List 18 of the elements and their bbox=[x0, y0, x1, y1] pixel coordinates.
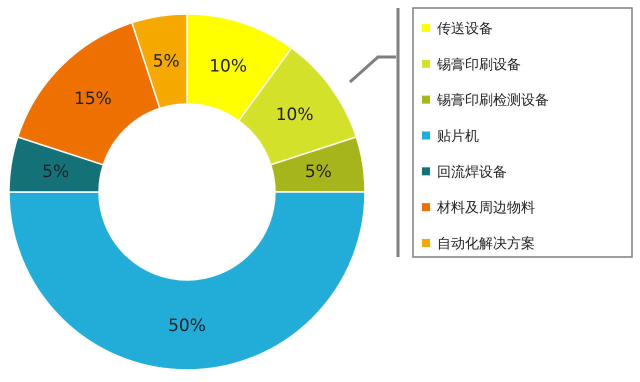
data-label: 50% bbox=[168, 316, 206, 336]
legend-label: 自动化解决方案 bbox=[437, 235, 535, 252]
legend-label: 材料及周边物料 bbox=[436, 200, 535, 216]
donut-slice bbox=[270, 136, 366, 193]
legend-label: 贴片机 bbox=[437, 128, 479, 144]
legend-label: 锡膏印刷设备 bbox=[436, 56, 521, 73]
data-label: 10% bbox=[276, 104, 314, 125]
donut-slice bbox=[8, 191, 366, 370]
legend-label: 回流焊设备 bbox=[437, 164, 507, 180]
data-label: 5% bbox=[42, 162, 70, 182]
data-label: 5% bbox=[152, 52, 180, 72]
data-label: 15% bbox=[74, 88, 112, 109]
donut-slice bbox=[8, 136, 104, 193]
data-label: 10% bbox=[209, 56, 247, 77]
data-label: 5% bbox=[304, 162, 332, 182]
donut-slice bbox=[131, 13, 188, 110]
legend-label: 锡膏印刷检测设备 bbox=[436, 92, 549, 109]
legend-label: 传送设备 bbox=[437, 21, 493, 37]
